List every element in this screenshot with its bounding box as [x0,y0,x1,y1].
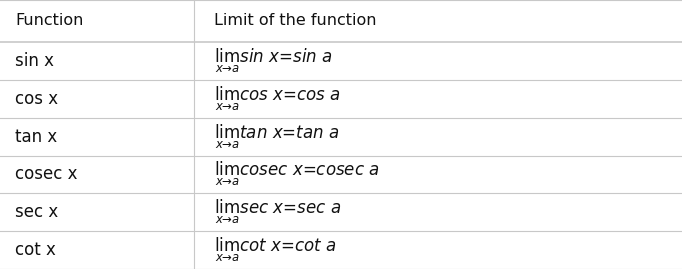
Bar [0,118,682,155]
Bar [0,80,682,118]
Text: $\lim_{x\to a} \mathit{sin\ x} = \mathit{sin\ a}$: $\lim_{x\to a} \mathit{sin\ x} = \mathit… [214,47,333,75]
Text: $\lim_{x\to a} \mathit{tan\ x} = \mathit{tan\ a}$: $\lim_{x\to a} \mathit{tan\ x} = \mathit… [214,122,340,151]
Text: sin x: sin x [15,52,54,70]
Text: cosec x: cosec x [15,165,78,183]
Text: $\lim_{x\to a} \mathit{cot\ x} = \mathit{cot\ a}$: $\lim_{x\to a} \mathit{cot\ x} = \mathit… [214,236,337,264]
Text: sec x: sec x [15,203,58,221]
Bar [0,0,682,42]
Text: Limit of the function: Limit of the function [214,13,377,29]
Text: tan x: tan x [15,128,57,146]
Text: cot x: cot x [15,241,56,259]
Bar [0,231,682,269]
Text: $\lim_{x\to a} \mathit{cos\ x} = \mathit{cos\ a}$: $\lim_{x\to a} \mathit{cos\ x} = \mathit… [214,85,342,113]
Bar [0,155,682,193]
Text: cos x: cos x [15,90,58,108]
Bar [0,42,682,80]
Bar [0,193,682,231]
Text: $\lim_{x\to a} \mathit{cosec\ x} = \mathit{cosec\ a}$: $\lim_{x\to a} \mathit{cosec\ x} = \math… [214,160,380,189]
Text: $\lim_{x\to a} \mathit{sec\ x} = \mathit{sec\ a}$: $\lim_{x\to a} \mathit{sec\ x} = \mathit… [214,198,342,226]
Text: Function: Function [15,13,83,29]
